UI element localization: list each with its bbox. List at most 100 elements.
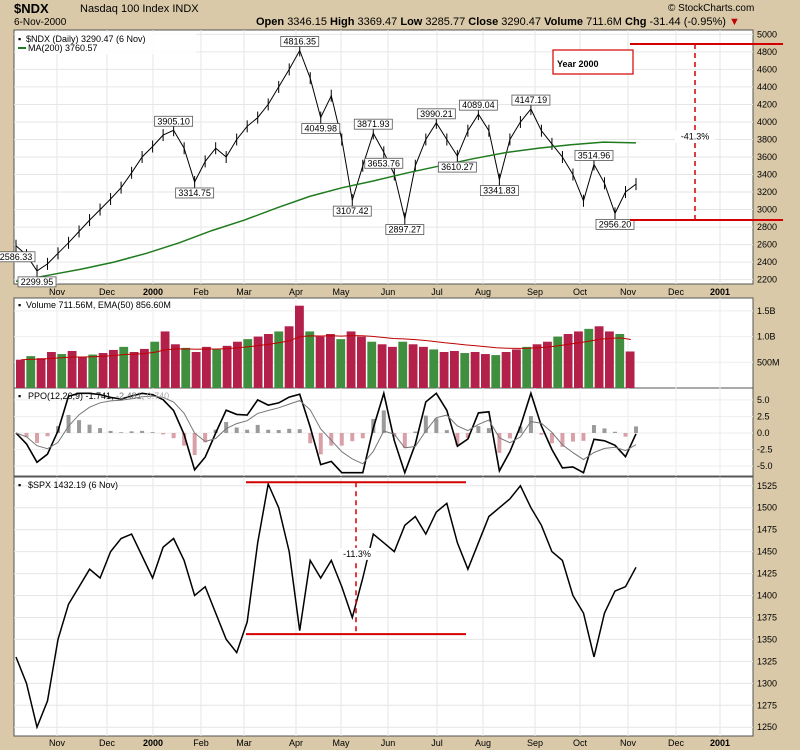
ppo-histogram-bar — [465, 433, 470, 439]
volume-label: Volume — [544, 16, 584, 28]
vol-y-tick: 500M — [757, 357, 780, 367]
price-x-tick: 2001 — [710, 287, 730, 297]
value-label-box — [280, 36, 320, 47]
ppo-y-tick: -2.5 — [757, 445, 773, 455]
spx-y-tick: 1400 — [757, 591, 777, 601]
high-value: 3369.47 — [357, 16, 398, 28]
volume-bar — [398, 341, 408, 388]
price-x-tick: Aug — [475, 287, 491, 297]
ppo-histogram-bar — [119, 432, 124, 433]
spx-x-tick: May — [332, 738, 350, 748]
ppo-histogram-bar — [434, 418, 439, 433]
ppo-histogram-bar — [507, 433, 512, 439]
ppo-histogram-bar — [87, 424, 92, 433]
value-label: 2586.33 — [0, 252, 32, 262]
ppo-histogram-bar — [339, 433, 344, 446]
spx-y-tick: 1475 — [757, 525, 777, 535]
volume-bar — [284, 326, 294, 388]
vol-legend: Volume 711.56M, EMA(50) 856.60M — [26, 300, 171, 310]
ppo-legend-icon: ▪ — [18, 391, 21, 401]
spx-y-tick: 1300 — [757, 678, 777, 688]
volume-bar — [429, 349, 439, 388]
ppo-histogram-bar — [297, 429, 302, 433]
index-name-text: Nasdaq 100 Index — [80, 3, 170, 15]
ma200-series — [15, 141, 637, 283]
ppo-histogram-bar — [171, 433, 176, 439]
spx-y-tick: 1450 — [757, 547, 777, 557]
value-label: 3610.27 — [441, 162, 474, 172]
value-label: 4816.35 — [283, 36, 316, 46]
volume-bar — [191, 352, 201, 388]
ppo-histogram-bar — [98, 428, 103, 433]
volume-bar — [67, 350, 77, 388]
price-legend-ma: MA(200) 3760.57 — [28, 43, 98, 53]
ppo-histogram-bar — [318, 433, 323, 455]
ppo-legend-part: -1.741, — [86, 391, 117, 401]
year-annotation-box — [552, 49, 634, 75]
volume-bar — [377, 344, 387, 388]
value-label-box — [416, 108, 456, 120]
value-label-box — [595, 218, 635, 230]
price-x-tick: Feb — [193, 287, 209, 297]
ppo-histogram-bar — [255, 424, 260, 433]
ppo-histogram-bar — [234, 427, 239, 433]
low-label: Low — [400, 16, 423, 28]
credit-label: © StockCharts.com — [668, 3, 755, 14]
price-x-tick: Jun — [381, 287, 396, 297]
value-label-box — [511, 94, 551, 106]
ppo-histogram-bar — [203, 433, 208, 443]
volume-bar — [346, 331, 356, 388]
ppo-histogram-bar — [539, 433, 544, 435]
close-label: Close — [468, 16, 499, 28]
value-label-box — [437, 161, 477, 173]
volume-bar — [78, 357, 87, 388]
volume-bar — [615, 334, 625, 388]
volume-bar — [563, 334, 573, 388]
ppo-histogram-bar — [560, 433, 565, 447]
ppo-histogram-bar — [150, 432, 155, 433]
ppo-legend: PPO(12,26,9) -1.741, -2.481, 0.740 — [28, 391, 169, 401]
volume-bar — [181, 347, 191, 388]
ppo-legend-part: -2.481, — [116, 391, 147, 401]
volume-bar — [408, 344, 418, 388]
volume-bar — [543, 341, 552, 388]
chart-header: $NDX Nasdaq 100 Index INDX 6-Nov-2000 Op… — [0, 0, 800, 30]
value-label: 2897.27 — [389, 225, 422, 235]
drawdown-label: -41.3% — [681, 132, 710, 142]
ppo-histogram-bar — [287, 428, 292, 433]
ppo-histogram-bar — [486, 428, 491, 433]
value-label-box — [364, 157, 404, 169]
value-label: 3871.93 — [357, 119, 390, 129]
high-label: High — [330, 16, 355, 28]
ppo-histogram-bar — [444, 430, 449, 433]
volume-bar — [253, 336, 263, 388]
volume-bar — [171, 344, 180, 388]
volume-ema-series — [21, 335, 631, 361]
ppo-histogram-bar — [602, 428, 607, 433]
ppo-histogram-bar — [360, 433, 365, 439]
volume-bar — [160, 331, 170, 388]
spx-y-tick: 1350 — [757, 634, 777, 644]
ppo-histogram-bar — [570, 433, 575, 442]
low-value: 3285.77 — [425, 16, 466, 28]
spx-y-tick: 1425 — [757, 569, 777, 579]
spx-y-tick: 1275 — [757, 700, 777, 710]
ppo-histogram-bar — [308, 433, 313, 444]
price-x-tick: May — [332, 287, 350, 297]
chg-label: Chg — [625, 16, 647, 28]
value-label: 2299.95 — [21, 277, 54, 287]
volume-bar — [129, 352, 139, 388]
ppo-histogram-bar — [497, 433, 502, 453]
ppo-histogram-bar — [413, 431, 418, 433]
volume-bar — [264, 334, 273, 388]
ppo-histogram-bar — [518, 426, 523, 433]
spx-series — [15, 481, 637, 730]
ppo-histogram-bar — [24, 433, 29, 438]
ppo-histogram-bar — [35, 433, 40, 443]
ppo-histogram-bar — [224, 421, 229, 433]
volume-bar — [388, 346, 397, 388]
spx-y-tick: 1250 — [757, 722, 777, 732]
ohlc-stats: Open 3346.15 High 3369.47 Low 3285.77 Cl… — [256, 16, 740, 28]
spx-x-tick: 2000 — [143, 738, 163, 748]
